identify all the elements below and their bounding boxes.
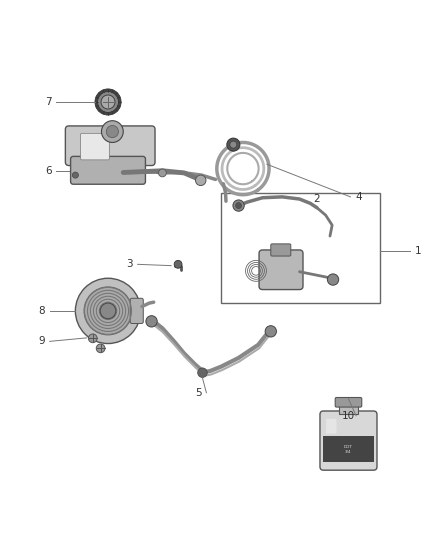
Bar [323, 436, 374, 462]
Circle shape [102, 120, 123, 142]
Text: 8: 8 [39, 306, 45, 316]
Circle shape [75, 278, 141, 344]
FancyBboxPatch shape [271, 244, 291, 256]
Text: DOT
3/4: DOT 3/4 [344, 445, 353, 454]
Circle shape [95, 89, 121, 115]
Circle shape [230, 141, 237, 148]
Text: 5: 5 [195, 387, 202, 398]
Circle shape [195, 175, 206, 185]
Circle shape [265, 326, 276, 337]
FancyBboxPatch shape [326, 419, 336, 434]
FancyBboxPatch shape [71, 156, 145, 184]
Circle shape [233, 200, 244, 211]
FancyBboxPatch shape [259, 250, 303, 289]
FancyBboxPatch shape [81, 133, 110, 160]
Circle shape [84, 287, 132, 335]
Text: 1: 1 [415, 246, 421, 256]
Circle shape [100, 303, 116, 319]
Text: 10: 10 [342, 411, 355, 421]
Text: 4: 4 [355, 192, 362, 202]
Circle shape [72, 172, 78, 178]
Circle shape [174, 261, 182, 268]
Circle shape [146, 316, 157, 327]
Circle shape [88, 334, 97, 343]
Text: 6: 6 [45, 166, 52, 176]
Text: 3: 3 [127, 260, 133, 269]
Circle shape [106, 125, 118, 138]
Text: 7: 7 [45, 97, 52, 107]
Circle shape [227, 138, 240, 151]
Circle shape [327, 274, 339, 285]
Bar [221, 192, 380, 303]
FancyBboxPatch shape [335, 398, 362, 407]
Circle shape [236, 203, 242, 208]
FancyBboxPatch shape [320, 411, 377, 470]
Bar [339, 405, 358, 415]
FancyBboxPatch shape [65, 126, 155, 166]
Circle shape [96, 344, 105, 353]
Circle shape [159, 169, 166, 177]
Text: 2: 2 [314, 194, 320, 204]
Text: 9: 9 [39, 336, 45, 346]
Circle shape [198, 368, 207, 377]
Circle shape [98, 92, 118, 112]
FancyBboxPatch shape [130, 298, 143, 324]
Circle shape [101, 95, 115, 109]
